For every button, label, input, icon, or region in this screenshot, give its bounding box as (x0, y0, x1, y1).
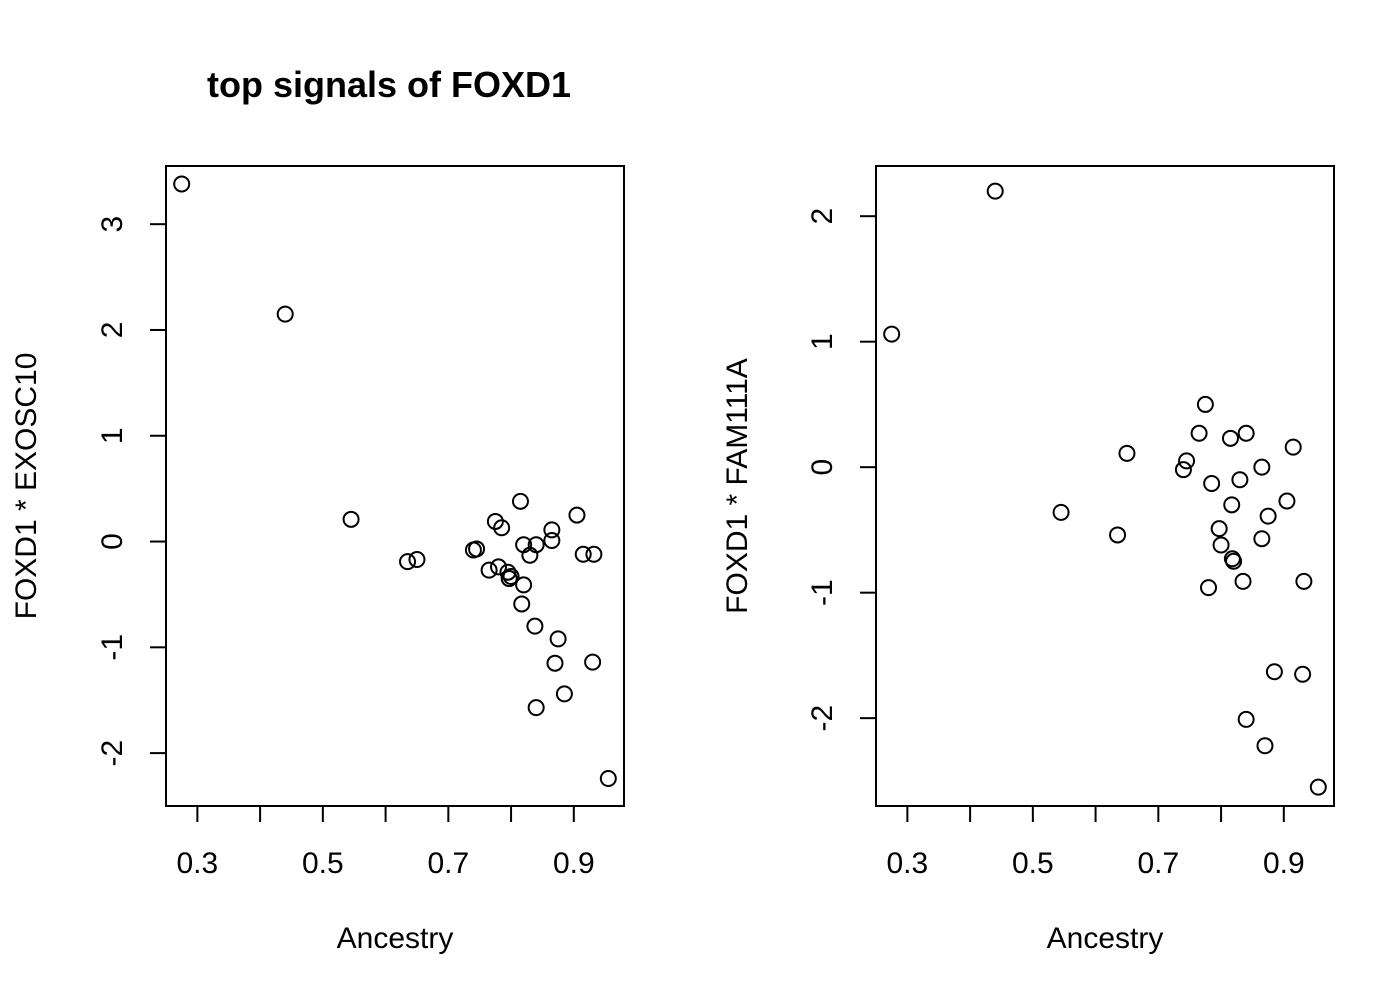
data-point (1265, 663, 1283, 681)
data-point (342, 510, 360, 528)
data-point (1237, 710, 1255, 728)
y-tick-label: 0 (96, 533, 129, 550)
plot-frame (165, 165, 625, 807)
data-point (546, 654, 564, 672)
x-tick-label: 0.7 (1137, 847, 1179, 880)
y-tick-label: 2 (96, 322, 129, 339)
data-point (1234, 572, 1252, 590)
data-point (276, 305, 294, 323)
data-point (584, 653, 602, 671)
data-point (1210, 520, 1228, 538)
data-point (1203, 474, 1221, 492)
y-tick-label: -1 (806, 579, 839, 606)
y-tick-label: -2 (806, 705, 839, 732)
data-point (1294, 665, 1312, 683)
data-point (490, 558, 508, 576)
chart-title: top signals of FOXD1 (207, 64, 571, 105)
data-point (1190, 424, 1208, 442)
data-point (1309, 778, 1327, 796)
data-point (883, 325, 901, 343)
data-point (1284, 438, 1302, 456)
x-tick-label: 0.7 (427, 847, 469, 880)
y-tick-label: 1 (96, 427, 129, 444)
scatter-panel-fam111a: 0.3 0.5 0.7 0.9 -2 -1 0 1 2 Ancestry FOXD1 * FAM11… (721, 165, 1335, 955)
data-point (480, 561, 498, 579)
data-point (1118, 444, 1136, 462)
data-point (527, 536, 545, 554)
data-point (1174, 461, 1192, 479)
data-point (1223, 496, 1241, 514)
data-point (515, 576, 533, 594)
data-point (526, 617, 544, 635)
data-point (543, 531, 561, 549)
data-point (1231, 471, 1249, 489)
data-point (1237, 424, 1255, 442)
data-point (1196, 395, 1214, 413)
data-point (502, 567, 520, 585)
x-axis-title: Ancestry (337, 922, 454, 955)
data-point (1221, 429, 1239, 447)
y-tick-label: 2 (806, 208, 839, 225)
data-point (543, 521, 561, 539)
y-tick-label: -1 (96, 634, 129, 661)
data-point (1278, 492, 1296, 510)
data-point (173, 175, 191, 193)
data-point (1256, 737, 1274, 755)
data-point (549, 630, 567, 648)
data-point (1253, 530, 1271, 548)
data-point (585, 545, 603, 563)
x-tick-label: 0.5 (302, 847, 344, 880)
data-point (1295, 572, 1313, 590)
data-point (513, 595, 531, 613)
data-point (1200, 579, 1218, 597)
x-tick-label: 0.3 (177, 847, 219, 880)
data-point (1212, 536, 1230, 554)
data-point (1253, 458, 1271, 476)
x-tick-label: 0.5 (1012, 847, 1054, 880)
data-point (1259, 507, 1277, 525)
y-tick-label: 0 (806, 459, 839, 476)
data-point (499, 563, 517, 581)
data-point (986, 182, 1004, 200)
data-point (493, 519, 511, 537)
scatter-panel-exosc10: 0.3 0.5 0.7 0.9 -2 -1 0 1 2 3 Ancestry FOXD1 * EXOS… (10, 165, 625, 955)
data-point (511, 492, 529, 510)
data-point (500, 570, 518, 588)
x-tick-label: 0.9 (553, 847, 595, 880)
y-axis-title: FOXD1 * FAM111A (721, 358, 754, 614)
y-tick-label: -2 (96, 740, 129, 767)
data-point (574, 545, 592, 563)
data-point (1225, 552, 1243, 570)
y-axis-title: FOXD1 * EXOSC10 (10, 353, 43, 620)
data-point (555, 685, 573, 703)
y-tick-label: 1 (806, 333, 839, 350)
data-point (468, 540, 486, 558)
plot-frame (875, 165, 1335, 807)
data-point (527, 699, 545, 717)
data-point (399, 553, 417, 571)
x-axis-title: Ancestry (1047, 922, 1164, 955)
y-tick-label: 3 (96, 216, 129, 233)
data-point (1052, 503, 1070, 521)
data-point (599, 769, 617, 787)
x-tick-label: 0.3 (887, 847, 929, 880)
data-point (568, 506, 586, 524)
x-tick-label: 0.9 (1263, 847, 1305, 880)
data-point (1178, 452, 1196, 470)
data-point (1109, 526, 1127, 544)
data-point (408, 551, 426, 569)
data-point (486, 512, 504, 530)
